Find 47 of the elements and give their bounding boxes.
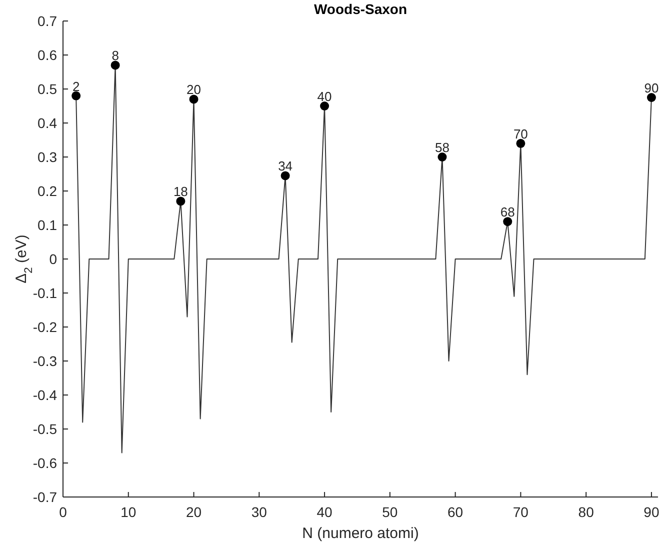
annotation: 70 [513, 126, 528, 142]
y-tick-label: 0 [49, 251, 58, 267]
point [189, 94, 198, 104]
point [72, 91, 81, 100]
x-tick-label: 20 [186, 504, 202, 520]
y-tick-label: 0.7 [38, 13, 58, 29]
x-tick-label: 40 [316, 504, 333, 520]
y-tick-label: -0.6 [32, 455, 58, 471]
x-tick-label: 10 [120, 504, 136, 520]
annotation: 34 [278, 158, 293, 174]
x-tick-label: 80 [578, 504, 594, 520]
point [110, 60, 120, 70]
annotation: 90 [644, 80, 659, 96]
x-tick-label: 50 [382, 504, 398, 520]
y-tick-label: 0.3 [38, 149, 58, 165]
y-tick-label: -0.7 [32, 489, 58, 505]
x-tick-label: 0 [59, 504, 68, 520]
annotation: 2 [72, 78, 80, 94]
y-tick-label: 0.2 [38, 183, 58, 199]
x-tick-label: 70 [512, 504, 529, 520]
x-tick-label: 60 [448, 504, 464, 520]
point [646, 93, 656, 102]
y-tick-label: -0.5 [32, 421, 58, 437]
x-axis-title: N (numero atomi) [302, 525, 419, 542]
point [438, 152, 447, 162]
annotation: 20 [186, 82, 202, 98]
chart-title: Woods-Saxon [314, 1, 408, 17]
point [280, 171, 290, 180]
y-tick-label: 0.1 [38, 217, 58, 233]
y-tick-label: -0.3 [32, 353, 58, 369]
annotation: 68 [500, 204, 515, 220]
point [503, 217, 512, 226]
annotation: 8 [112, 48, 119, 64]
y-tick-label: -0.2 [32, 319, 58, 335]
y-tick-label: -0.1 [32, 285, 58, 301]
annotation: 18 [173, 184, 188, 200]
y-tick-label: 0.4 [38, 115, 58, 131]
y-tick-label: 0.6 [38, 47, 58, 63]
x-tick-label: 30 [251, 504, 268, 520]
point [320, 102, 330, 110]
y-tick-label: -0.4 [32, 387, 58, 403]
point [516, 138, 526, 148]
y-tick-label: 0.5 [38, 81, 58, 97]
x-tick-label: 90 [644, 504, 660, 520]
point [176, 196, 186, 206]
annotation: 40 [317, 89, 332, 104]
annotation: 58 [434, 140, 450, 155]
